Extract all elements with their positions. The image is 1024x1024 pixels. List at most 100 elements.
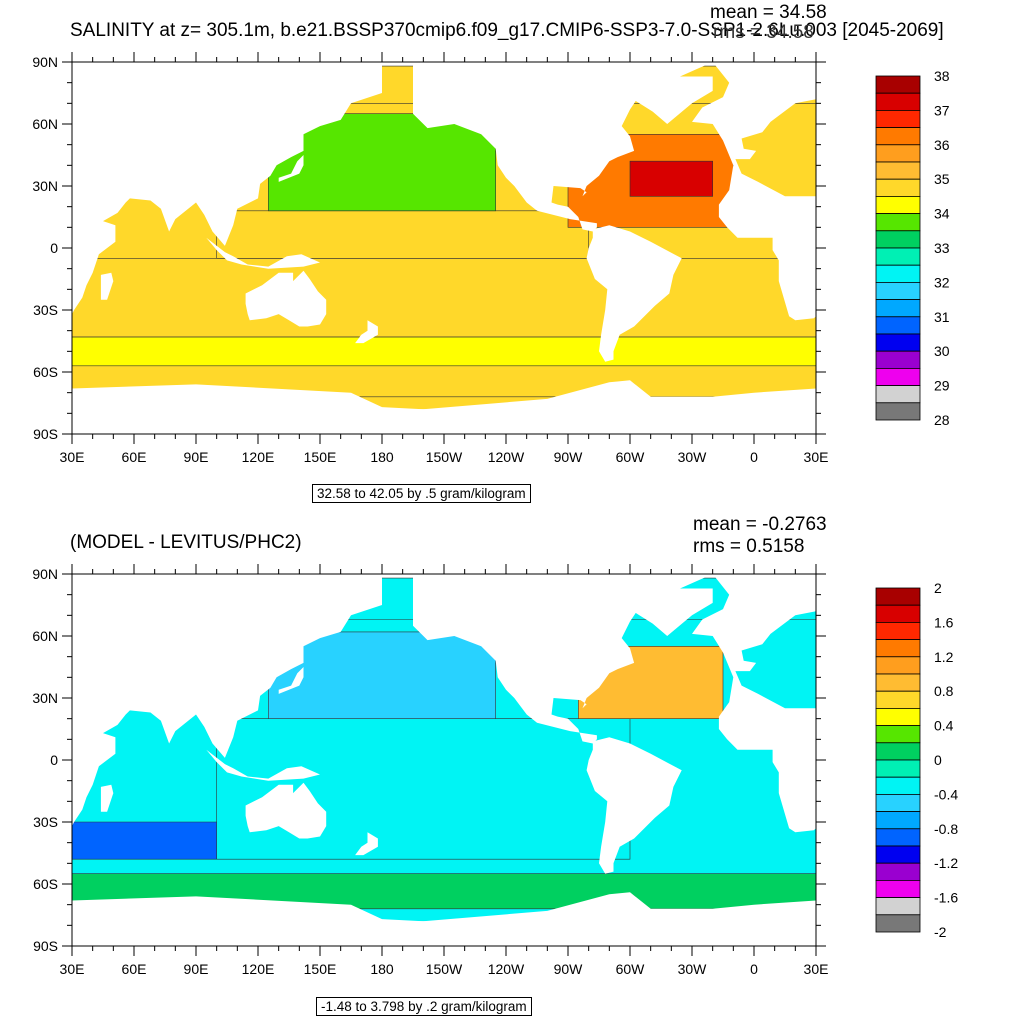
colorbar-swatch [875,759,921,778]
x-tick-label: 30W [678,961,708,977]
colorbar-swatch [875,897,921,916]
colorbar-swatch [875,656,921,675]
colorbar-label: 29 [934,378,950,394]
land-new-zealand [355,320,378,344]
land-japan [278,155,304,182]
colorbar-swatch [875,230,921,249]
land-indonesia [206,237,320,269]
colorbar-label: 38 [934,68,950,84]
colorbar-label: -0.8 [934,821,958,837]
colorbar-swatch [875,350,921,369]
land-south-america [586,225,682,362]
x-tick-label: 90W [554,961,584,977]
land-greenland [621,588,713,636]
y-tick-label: 30S [33,814,58,830]
y-tick-label: 30N [32,178,58,194]
colorbar-swatch [875,127,921,146]
colorbar-swatch [875,673,921,692]
salinity-map: 30E 60E 90E 120E 150E 180 150W 120W 90W 60W 30W 0 30… [32,52,950,465]
land-australia [245,270,327,327]
colorbar-swatch [875,367,921,386]
x-tick-label: 30W [678,449,708,465]
x-tick-label: 150W [426,449,463,465]
colorbar-label: -1.2 [934,855,958,871]
colorbar-swatch [875,862,921,881]
colorbar-label: 31 [934,309,950,325]
x-tick-label: 90E [184,449,209,465]
x-tick-label: 150W [426,961,463,977]
colorbar-label: 0.8 [934,683,954,699]
x-tick-label: 60W [616,449,646,465]
region-circumpolar-fresh-belt [72,336,816,367]
salinity-panel: SALINITY at z= 305.1m, b.e21.BSSP370cmip… [32,2,950,503]
x-tick-label: 120E [242,449,275,465]
colorbar-swatch [875,195,921,214]
difference-panel: (MODEL - LEVITUS/PHC2) mean = -0.2763 rm… [0,512,1024,1024]
land-madagascar [100,272,114,300]
rms-label: rms = 0.5158 [693,536,805,557]
colorbar-swatch [875,604,921,623]
panel-title: (MODEL - LEVITUS/PHC2) [70,532,302,553]
rms-label: rms = 34.58 [713,22,814,43]
y-tick-label: 90N [32,54,58,70]
colorbar-label: 35 [934,171,950,187]
x-tick-label: 60E [122,961,147,977]
colorbar-swatch [875,144,921,163]
x-tick-label: 150E [304,961,337,977]
colorbar-label: 32 [934,274,950,290]
land-japan [278,667,304,694]
colorbar-swatch [875,776,921,795]
colorbar-label: -0.4 [934,786,958,802]
land-north-america [413,62,713,232]
contour-field [72,574,816,946]
x-tick-label: 90W [554,449,584,465]
colorbar-swatch [875,725,921,744]
colorbar-label: 0 [934,752,942,768]
panel-title: SALINITY at z= 305.1m, b.e21.BSSP370cmip… [70,20,944,41]
colorbar-swatch [875,75,921,94]
x-tick-label: 180 [370,961,394,977]
y-tick-label: 30S [33,302,58,318]
land-antarctica [72,380,816,434]
colorbar-label: 1.2 [934,649,954,665]
colorbar-swatch [875,264,921,283]
colorbar-label: -1.6 [934,890,958,906]
land-south-america [586,737,682,874]
land-west-africa-europe [692,62,816,321]
colorbar-swatch [875,402,921,421]
x-tick-label: 60W [616,961,646,977]
x-tick-label: 30E [804,961,829,977]
colorbar-swatch [875,385,921,404]
region-mediterranean-outflow [629,160,714,197]
x-tick-label: 30E [804,449,829,465]
colorbar-label: 0.4 [934,718,954,734]
colorbar-swatch [875,845,921,864]
land-madagascar [100,784,114,812]
land-indonesia [206,749,320,781]
colorbar-label: 28 [934,412,950,428]
colorbar-swatch [875,639,921,658]
x-tick-label: 180 [370,449,394,465]
colorbar-swatch [875,92,921,111]
colorbar-swatch [875,316,921,335]
y-tick-label: 60N [32,628,58,644]
x-tick-label: 0 [750,449,758,465]
contour-field [72,62,816,434]
land-eurasia-africa [72,574,382,827]
x-tick-label: 30E [60,961,85,977]
colorbar-swatch [875,811,921,830]
land-west-africa-europe [692,574,816,833]
colorbar-swatch [875,742,921,761]
colorbar-swatch [875,333,921,352]
colorbar-swatch [875,161,921,180]
colorbar-label: 36 [934,137,950,153]
mean-label: mean = 34.58 [710,2,827,23]
difference-map: 30E 60E 90E 120E 150E 180 150W 120W 90W 60W 30W 0 30… [32,564,958,977]
y-tick-label: 60S [33,876,58,892]
y-tick-label: 90S [33,426,58,442]
colorbar-label: 34 [934,206,950,222]
x-tick-label: 120E [242,961,275,977]
land-north-america [413,574,713,744]
land-new-zealand [355,832,378,856]
colorbar-label: 33 [934,240,950,256]
